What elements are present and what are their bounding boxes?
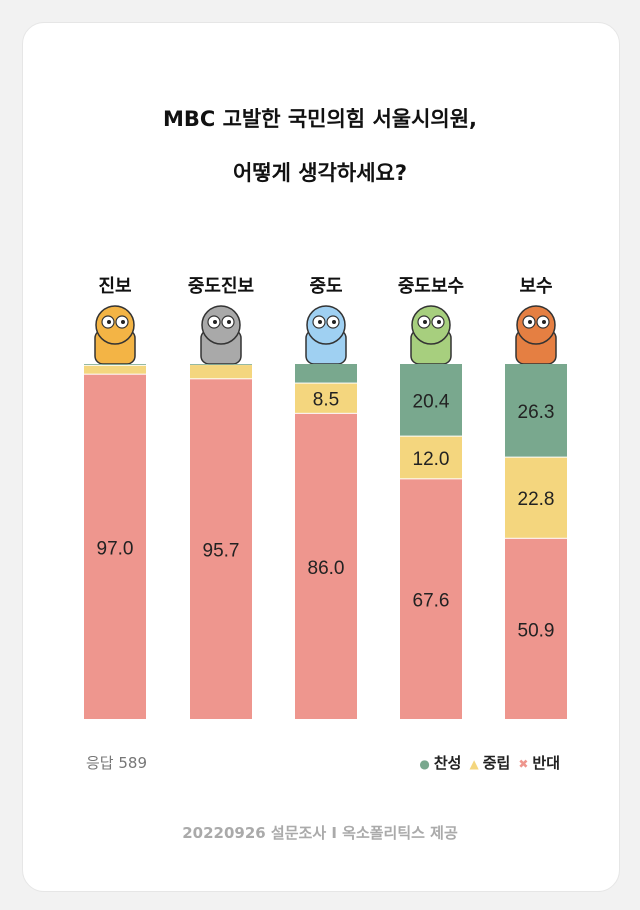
category-label: 진보 [98, 276, 131, 297]
response-count: 응답 589 [86, 754, 147, 772]
source-note: 20220926 설문조사 I 옥소폴리틱스 제공 [182, 824, 458, 842]
mascot-pupil-icon [107, 320, 111, 324]
triangle-marker-icon: ▲ [469, 757, 479, 771]
bar-segment-반대 [190, 379, 252, 719]
x-marker-icon: ✖ [518, 757, 529, 771]
bar-segment-중립 [400, 436, 462, 479]
circle-marker-icon: ● [419, 757, 430, 771]
data-label: 20.4 [413, 391, 450, 412]
data-label: 95.7 [203, 541, 240, 562]
bar-segment-중립 [84, 365, 146, 374]
category-label: 보수 [519, 276, 552, 297]
category-label: 중도진보 [188, 276, 254, 297]
data-label: 50.9 [518, 620, 555, 641]
bar-segment-반대 [505, 538, 567, 719]
data-label: 12.0 [413, 449, 450, 470]
bar-segment-찬성 [190, 364, 252, 365]
chart-title: MBC 고발한 국민의힘 서울시의원, [162, 107, 478, 131]
data-label: 8.5 [313, 390, 339, 411]
legend-item-oppose: ✖ 반대 [518, 754, 560, 772]
mascot-pupil-icon [423, 320, 427, 324]
data-label: 22.8 [518, 489, 555, 510]
mascot-pupil-icon [332, 320, 336, 324]
tiger-mascot-icon [95, 305, 135, 345]
category-label: 중도보수 [398, 276, 464, 297]
mascot-pupil-icon [213, 320, 217, 324]
mascot-pupil-icon [121, 320, 125, 324]
hippo-mascot-icon [201, 305, 241, 345]
legend: ● 찬성 ▲ 중립 ✖ 반대 [419, 752, 560, 773]
dinosaur-mascot-icon [411, 305, 451, 345]
lion-mascot-icon [516, 305, 556, 345]
bar-segment-반대 [400, 479, 462, 719]
bar-segment-중립 [505, 457, 567, 538]
category-label: 중도 [309, 276, 342, 297]
legend-item-agree: ● 찬성 [419, 754, 462, 772]
bar-segment-찬성 [295, 364, 357, 383]
data-label: 67.6 [413, 591, 450, 612]
data-label: 86.0 [308, 558, 345, 579]
bar-segment-찬성 [84, 364, 146, 365]
bar-segment-찬성 [400, 364, 462, 436]
bar-segment-반대 [295, 413, 357, 719]
bar-segment-중립 [295, 383, 357, 413]
legend-item-neutral: ▲ 중립 [469, 754, 511, 772]
data-label: 97.0 [97, 538, 134, 559]
bar-segment-중립 [190, 365, 252, 379]
mascot-pupil-icon [528, 320, 532, 324]
bar-segment-찬성 [505, 364, 567, 457]
mascot-pupil-icon [227, 320, 231, 324]
data-label: 26.3 [518, 402, 555, 423]
bar-segment-반대 [84, 374, 146, 719]
elephant-mascot-icon [306, 305, 346, 345]
mascot-pupil-icon [542, 320, 546, 324]
mascot-pupil-icon [318, 320, 322, 324]
chart-subtitle: 어떻게 생각하세요? [232, 161, 408, 185]
mascot-pupil-icon [437, 320, 441, 324]
